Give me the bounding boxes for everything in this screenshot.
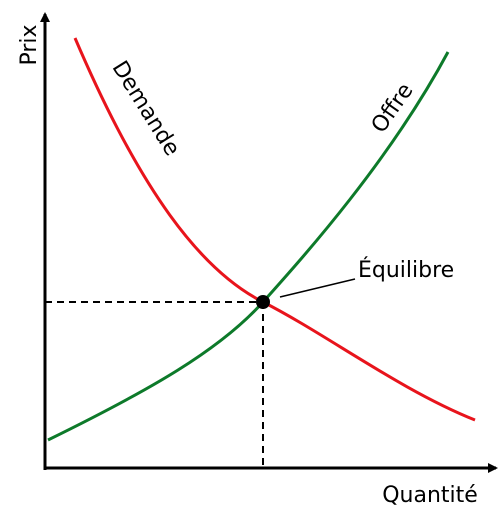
- supply-label: Offre: [367, 79, 419, 138]
- y-axis-label: Prix: [17, 24, 42, 65]
- demand-label: Demande: [107, 57, 185, 161]
- equilibrium-label: Équilibre: [358, 257, 454, 283]
- equilibrium-point: [256, 295, 270, 309]
- x-axis-label: Quantité: [382, 483, 478, 507]
- leader-line: [279, 278, 356, 298]
